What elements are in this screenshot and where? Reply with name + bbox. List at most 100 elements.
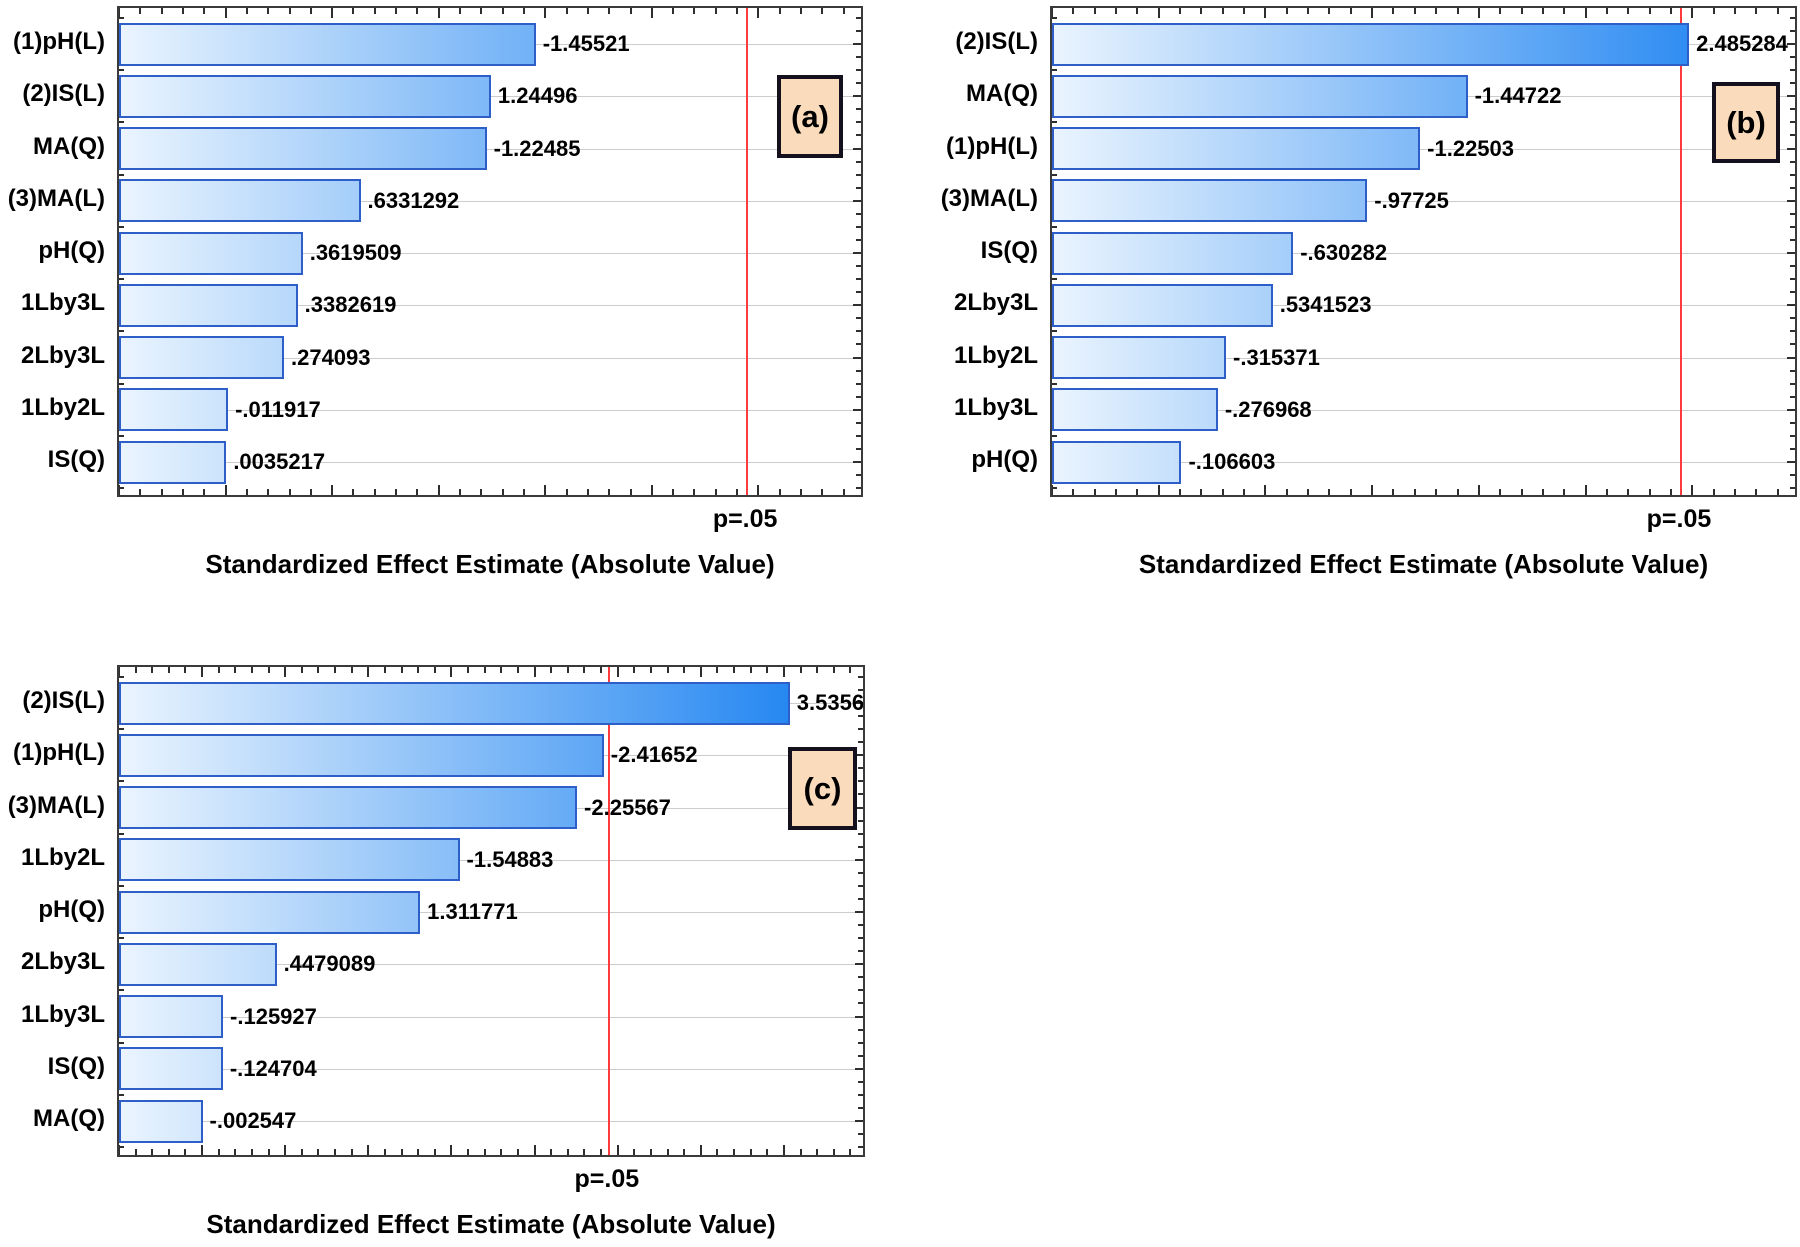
category-label: MA(Q) xyxy=(33,1105,105,1132)
y-axis-tick xyxy=(1787,147,1795,150)
row-gridline xyxy=(119,1016,863,1018)
x-axis-tick xyxy=(832,667,835,673)
effect-bar xyxy=(119,733,604,777)
x-axis-tick xyxy=(629,489,632,495)
x-axis-tick xyxy=(1691,8,1694,18)
y-axis-tick xyxy=(1790,160,1795,163)
category-label: pH(Q) xyxy=(38,237,105,264)
y-axis-tick xyxy=(1790,474,1795,477)
x-axis-tick xyxy=(501,8,504,14)
x-axis-tick xyxy=(151,667,154,673)
plot-area-a: -1.45521 1.24496 -1.22485 .6331292 .3619509.… xyxy=(117,6,863,497)
y-axis-tick xyxy=(1790,238,1795,241)
x-axis-tick xyxy=(1328,8,1331,14)
x-axis-tick xyxy=(832,1149,835,1155)
x-axis-tick xyxy=(1456,8,1459,14)
category-label: 2Lby3L xyxy=(20,948,105,976)
x-axis-tick xyxy=(565,8,568,14)
x-axis-tick xyxy=(352,8,355,14)
y-axis-tick xyxy=(853,356,861,359)
x-axis-tick xyxy=(666,667,669,673)
x-axis-tick xyxy=(583,1149,586,1155)
y-axis-tick xyxy=(855,1015,863,1018)
y-axis-tick xyxy=(119,278,124,281)
y-axis-tick xyxy=(1052,330,1057,333)
y-axis-tick xyxy=(119,173,124,176)
significance-label-a: p=.05 xyxy=(712,505,778,533)
y-axis-tick xyxy=(119,330,124,333)
row-gridline xyxy=(119,1121,863,1122)
category-label: IS(Q) xyxy=(47,1052,105,1080)
x-axis-tick xyxy=(1605,489,1608,495)
category-label: (3)MA(L) xyxy=(7,184,105,212)
x-axis-tick xyxy=(633,1149,636,1155)
bar-value-label: 2.485284 xyxy=(1696,31,1788,56)
x-axis-tick xyxy=(459,489,462,495)
y-axis-tick xyxy=(856,447,861,450)
y-axis-tick xyxy=(855,911,863,913)
x-axis-tick xyxy=(1243,489,1246,495)
x-axis-tick xyxy=(1115,489,1118,495)
x-axis-tick xyxy=(666,1149,669,1155)
bar-value-label: .0035217 xyxy=(233,449,326,474)
row-gridline xyxy=(1052,409,1795,411)
effect-bar xyxy=(119,681,790,725)
x-axis-tick xyxy=(119,8,120,18)
y-axis-tick xyxy=(119,16,124,19)
x-axis-tick xyxy=(437,8,440,18)
x-axis-tick xyxy=(799,667,802,673)
bar-value-label: -.124704 xyxy=(229,1055,317,1081)
x-axis-tick xyxy=(267,8,270,14)
x-axis-tick xyxy=(1413,8,1416,14)
x-axis-tick xyxy=(245,489,248,495)
effect-bar xyxy=(119,22,536,66)
y-axis-tick xyxy=(855,1067,863,1070)
y-axis-tick xyxy=(856,225,861,228)
x-axis-tick xyxy=(1221,8,1224,14)
bar-value-label: -.630282 xyxy=(1300,240,1388,265)
x-axis-tick xyxy=(778,8,781,14)
bar-value-label: -.276968 xyxy=(1224,396,1312,422)
x-axis-tick xyxy=(757,8,760,18)
bar-value-label: 3.5356 xyxy=(796,690,865,715)
y-axis-tick xyxy=(856,212,861,215)
y-axis-tick xyxy=(119,675,124,678)
category-label: 1Lby3L xyxy=(953,393,1038,421)
x-axis-tick xyxy=(1755,8,1758,14)
x-axis-tick xyxy=(450,1145,453,1155)
effect-bar xyxy=(119,336,284,379)
x-axis-tick xyxy=(1200,489,1203,495)
y-axis-tick xyxy=(856,82,861,85)
x-axis-tick xyxy=(565,489,568,495)
x-axis-tick xyxy=(782,1145,785,1155)
x-axis-tick xyxy=(217,1149,220,1155)
category-label: IS(Q) xyxy=(47,446,105,473)
y-axis-tick xyxy=(858,845,863,848)
y-axis-tick xyxy=(1787,252,1795,254)
y-axis-tick xyxy=(1790,395,1795,398)
row-gridline xyxy=(119,964,863,966)
bar-value-label: -1.54883 xyxy=(466,846,554,872)
y-axis-tick xyxy=(853,199,861,202)
bar-value-label: -.011917 xyxy=(235,396,321,422)
category-label: (1)pH(L) xyxy=(13,739,105,767)
y-axis-tick xyxy=(119,884,124,887)
x-axis-tick xyxy=(600,1149,603,1155)
x-axis-tick xyxy=(373,489,376,495)
x-axis-tick xyxy=(1627,489,1630,495)
y-axis-tick xyxy=(1787,408,1795,411)
x-axis-tick xyxy=(516,667,519,673)
y-axis-tick xyxy=(858,1002,863,1005)
x-axis-tick xyxy=(309,489,312,495)
x-axis-tick xyxy=(400,667,403,673)
x-axis-tick xyxy=(586,8,589,14)
x-axis-tick xyxy=(849,667,852,673)
x-axis-tick xyxy=(683,667,686,673)
panel-label-box-c: (c) xyxy=(788,747,857,830)
x-axis-tick xyxy=(1477,485,1480,495)
y-axis-tick xyxy=(858,897,863,900)
significance-label-c: p=.05 xyxy=(574,1165,640,1193)
x-axis-tick xyxy=(134,1149,137,1155)
x-axis-tick xyxy=(583,667,586,673)
y-axis-tick xyxy=(856,121,861,124)
